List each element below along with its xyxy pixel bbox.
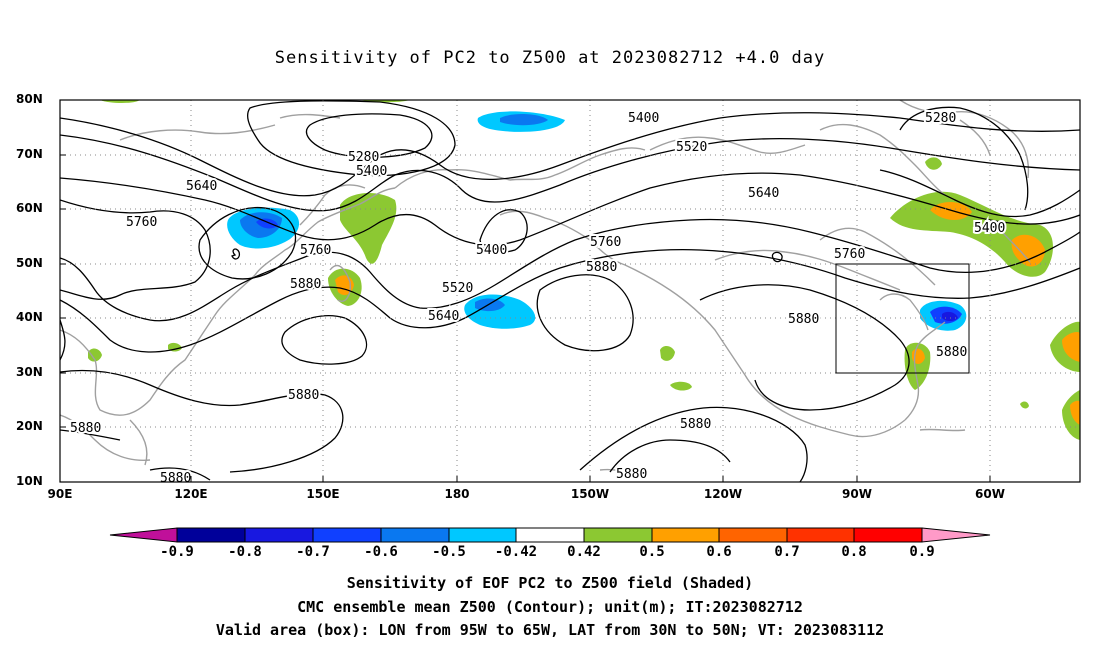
negative-patch bbox=[464, 294, 536, 329]
contour-label: 5880 bbox=[616, 467, 647, 482]
colorbar-label: 0.5 bbox=[639, 544, 665, 560]
contour-label: 5880 bbox=[70, 421, 101, 436]
contour-label: 5760 bbox=[126, 215, 157, 230]
lon-label: 180 bbox=[444, 487, 470, 501]
contour-label: 5880 bbox=[680, 417, 711, 432]
lon-label: 150E bbox=[306, 487, 340, 501]
colorbar-swatch bbox=[448, 527, 517, 543]
colorbar-swatch bbox=[380, 527, 450, 543]
contour-label: 5400 bbox=[974, 221, 1005, 236]
contour-label-layer: 5400 5280 5280 5400 5520 5640 5640 5760 … bbox=[68, 109, 1007, 486]
negative-patch bbox=[256, 218, 278, 229]
contour-label: 5400 bbox=[356, 164, 387, 179]
colorbar-swatch bbox=[109, 527, 178, 543]
positive-patch bbox=[1062, 332, 1080, 362]
contour-label: 5760 bbox=[834, 247, 865, 262]
colorbar-label: -0.6 bbox=[364, 544, 398, 560]
contour-label: 5880 bbox=[936, 345, 967, 360]
contour-label: 5520 bbox=[676, 140, 707, 155]
gridlines bbox=[60, 100, 1080, 482]
colorbar-label: -0.9 bbox=[160, 544, 194, 560]
contour-label: 5880 bbox=[160, 471, 191, 486]
colorbar-label: 0.9 bbox=[909, 544, 935, 560]
z500-contours bbox=[60, 100, 1080, 482]
lon-label: 120E bbox=[174, 487, 208, 501]
caption-contour: CMC ensemble mean Z500 (Contour); unit(m… bbox=[297, 598, 803, 616]
colorbar-swatch bbox=[718, 527, 788, 543]
lat-label: 80N bbox=[16, 92, 43, 106]
caption-valid-area: Valid area (box): LON from 95W to 65W, L… bbox=[215, 621, 885, 639]
lat-label: 70N bbox=[16, 147, 43, 161]
lon-label: 90E bbox=[47, 487, 73, 501]
contour-label: 5640 bbox=[186, 179, 217, 194]
axis-ticks bbox=[60, 99, 991, 483]
lon-label: 90W bbox=[842, 487, 872, 501]
colorbar-label: -0.42 bbox=[494, 544, 538, 560]
positive-patch bbox=[660, 346, 675, 361]
positive-patch bbox=[1070, 400, 1080, 425]
colorbar-label: 0.8 bbox=[841, 544, 867, 560]
colorbar-label: 0.42 bbox=[567, 544, 601, 560]
lat-label: 60N bbox=[16, 201, 43, 215]
negative-patch bbox=[500, 114, 548, 126]
contour-label: 5880 bbox=[788, 312, 819, 327]
colorbar-label: 0.7 bbox=[774, 544, 800, 560]
colorbar-swatch bbox=[176, 527, 246, 543]
positive-patch bbox=[1011, 234, 1045, 267]
colorbar-swatch bbox=[244, 527, 314, 543]
lat-label: 50N bbox=[16, 256, 43, 270]
positive-patch bbox=[1020, 401, 1029, 409]
contour-label: 5880 bbox=[586, 260, 617, 275]
figure-title: Sensitivity of PC2 to Z500 at 2023082712… bbox=[274, 48, 826, 68]
colorbar-swatch bbox=[312, 527, 382, 543]
plot-frame bbox=[59, 99, 1081, 483]
colorbar-label: -0.8 bbox=[228, 544, 262, 560]
contour-label: 5880 bbox=[288, 388, 319, 403]
lat-label: 10N bbox=[16, 474, 43, 488]
contour-label: 5760 bbox=[590, 235, 621, 250]
caption-shading: Sensitivity of EOF PC2 to Z500 field (Sh… bbox=[346, 574, 754, 592]
contour-label: 5640 bbox=[428, 309, 459, 324]
contour-label: 5880 bbox=[290, 277, 321, 292]
shading-layer bbox=[88, 100, 1080, 440]
colorbar-label: 0.6 bbox=[706, 544, 732, 560]
contour-label: 5400 bbox=[476, 243, 507, 258]
colorbar-label: -0.5 bbox=[432, 544, 466, 560]
positive-patch bbox=[925, 157, 942, 170]
contour-label: 5400 bbox=[628, 111, 659, 126]
colorbar-swatch bbox=[515, 527, 585, 543]
lon-label: 60W bbox=[975, 487, 1005, 501]
colorbar bbox=[109, 527, 991, 543]
lon-label: 150W bbox=[570, 487, 610, 501]
colorbar-swatch bbox=[921, 527, 991, 543]
negative-patch bbox=[942, 311, 958, 321]
colorbar-swatch bbox=[786, 527, 855, 543]
positive-patch bbox=[670, 381, 692, 391]
colorbar-label: -0.7 bbox=[296, 544, 330, 560]
lon-label: 120W bbox=[703, 487, 743, 501]
lat-label: 20N bbox=[16, 419, 43, 433]
positive-patch bbox=[890, 191, 1054, 277]
lat-label: 30N bbox=[16, 365, 43, 379]
contour-label: 5640 bbox=[748, 186, 779, 201]
colorbar-swatch bbox=[583, 527, 653, 543]
contour-label: 5520 bbox=[442, 281, 473, 296]
coastlines bbox=[60, 100, 1031, 479]
contour-label: 5760 bbox=[300, 243, 331, 258]
lat-label: 40N bbox=[16, 310, 43, 324]
colorbar-swatch bbox=[853, 527, 923, 543]
contour-label: 5280 bbox=[348, 150, 379, 165]
positive-patch bbox=[100, 100, 140, 103]
colorbar-swatch bbox=[651, 527, 720, 543]
contour-label: 5280 bbox=[925, 111, 956, 126]
valid-area-box bbox=[835, 263, 970, 374]
positive-patch bbox=[88, 348, 102, 362]
